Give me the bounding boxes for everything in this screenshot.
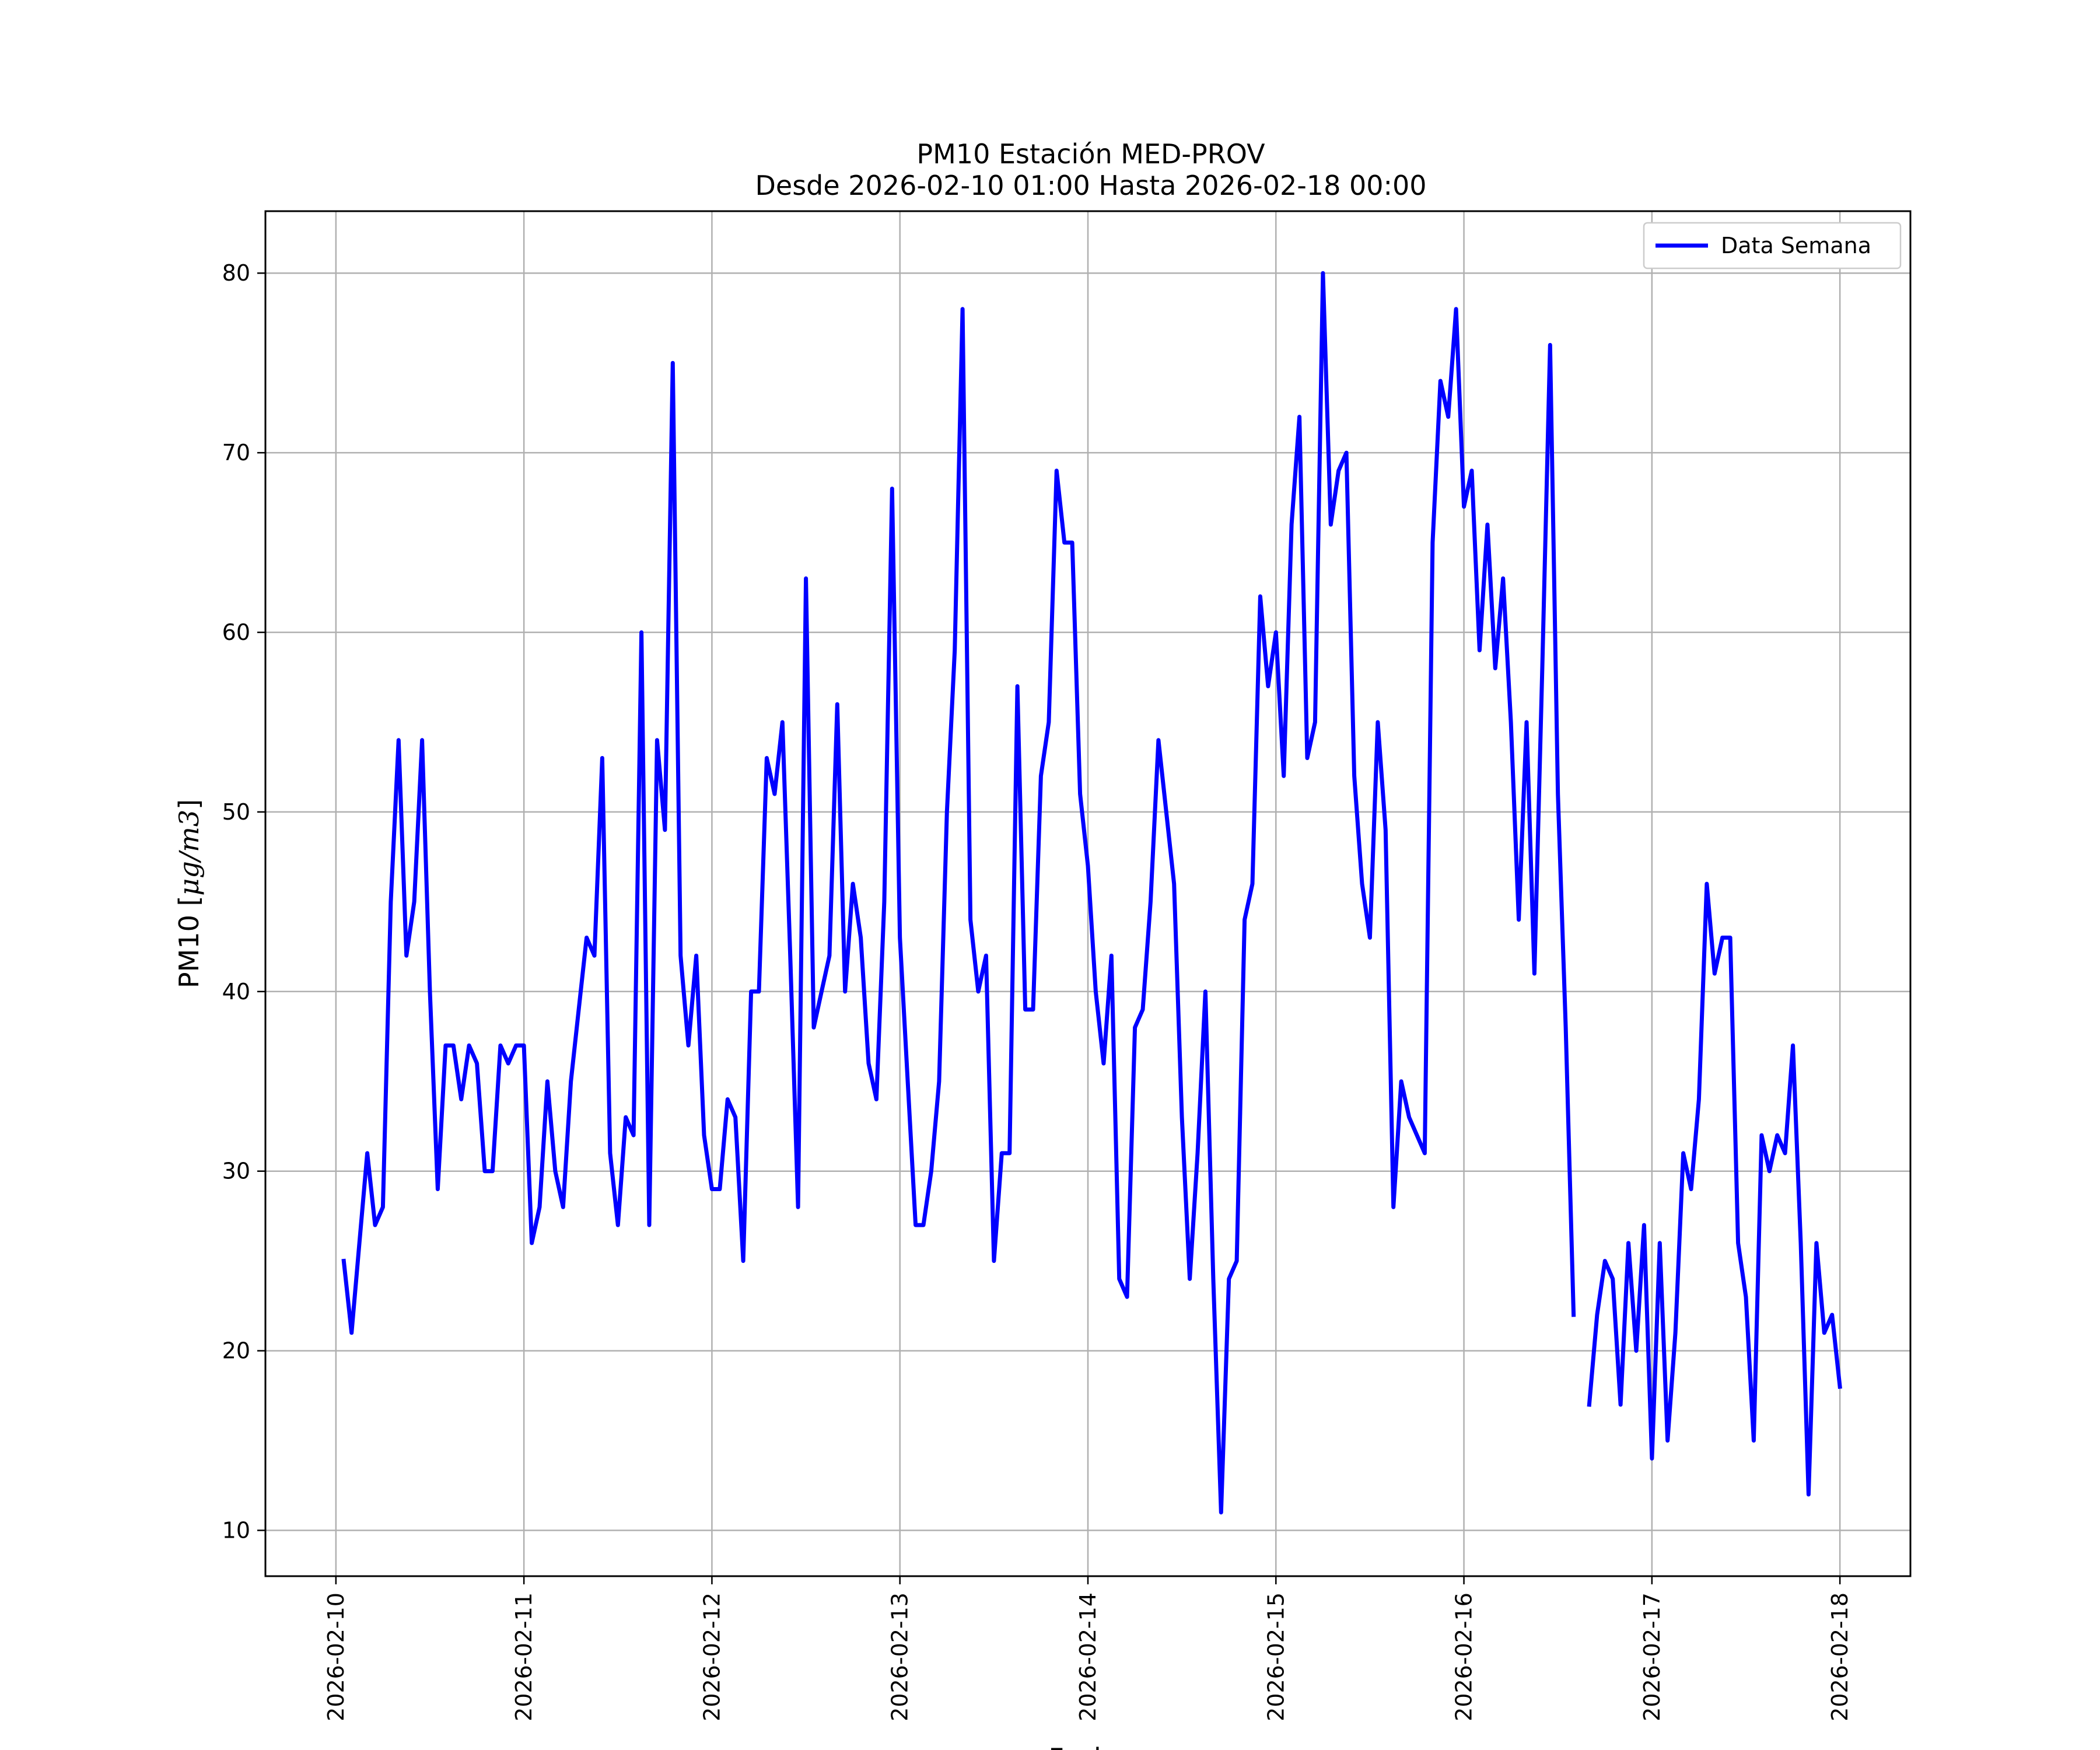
y-tick-label: 20	[222, 1338, 250, 1364]
x-axis-label: Fecha	[1049, 1742, 1128, 1750]
x-tick-label: 2026-02-16	[1451, 1592, 1477, 1721]
y-tick-label: 30	[222, 1158, 250, 1184]
legend: Data Semana	[1643, 222, 1902, 270]
y-axis-ticks: 10 20 30 40 50 60 70 80	[222, 260, 265, 1543]
y-tick-label: 60	[222, 620, 250, 645]
series-data-semana	[341, 271, 1842, 1515]
x-tick-label: 2026-02-13	[887, 1592, 913, 1721]
y-tick-label: 10	[222, 1517, 250, 1543]
legend-box	[1643, 222, 1902, 270]
chart-title: PM10 Estación MED-PROV	[916, 138, 1265, 170]
x-axis-ticks: 2026-02-10 2026-02-11 2026-02-12 2026-02-13…	[323, 1576, 1853, 1721]
y-axis-label-unit: μg/m3	[173, 810, 205, 896]
y-tick-label: 80	[222, 260, 250, 286]
legend-label-data-semana: Data Semana	[1721, 233, 1871, 258]
y-axis-label-text: PM10 [	[173, 896, 205, 989]
y-axis-label: PM10 [μg/m3]	[173, 799, 205, 988]
y-tick-label: 70	[222, 440, 250, 466]
x-tick-label: 2026-02-15	[1263, 1592, 1289, 1721]
x-tick-label: 2026-02-11	[511, 1592, 537, 1721]
series-line-segment	[1587, 881, 1842, 1497]
x-tick-label: 2026-02-18	[1827, 1592, 1853, 1721]
chart-subtitle: Desde 2026-02-10 01:00 Hasta 2026-02-18 …	[755, 170, 1426, 201]
y-tick-label: 40	[222, 979, 250, 1005]
x-tick-label: 2026-02-10	[323, 1592, 349, 1721]
x-tick-label: 2026-02-14	[1075, 1592, 1101, 1721]
y-tick-label: 50	[222, 799, 250, 825]
y-axis-label-close: ]	[173, 799, 205, 810]
x-tick-label: 2026-02-12	[699, 1592, 724, 1721]
series-line-segment	[341, 271, 1576, 1515]
x-tick-label: 2026-02-17	[1639, 1592, 1665, 1721]
